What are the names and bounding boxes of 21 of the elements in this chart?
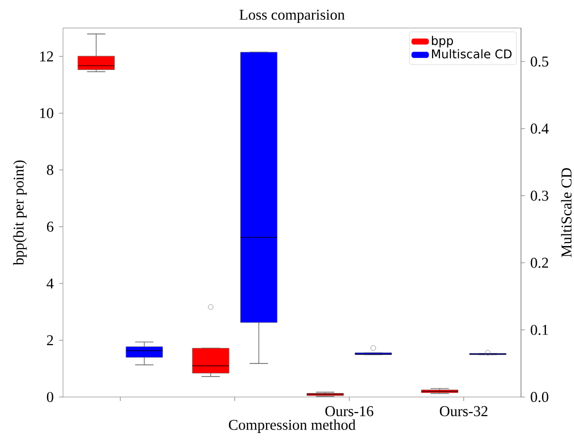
y2-tick-label: 0.0 bbox=[530, 392, 548, 402]
y-tick-label: 4 bbox=[46, 278, 54, 288]
y2-tick-label: 0.2 bbox=[530, 258, 548, 268]
legend-label: Multiscale CD bbox=[432, 49, 512, 58]
y2-tick-label: 0.1 bbox=[530, 324, 548, 335]
y-tick-label: 12 bbox=[40, 51, 53, 62]
y-axis-title: bpp(bit per point) bbox=[13, 160, 27, 266]
x-axis-title: Compression method bbox=[228, 419, 356, 433]
x-tick-label: Ours-16 bbox=[325, 406, 374, 416]
y-tick-label: 2 bbox=[47, 335, 53, 346]
y-tick-label: 0 bbox=[46, 392, 54, 402]
y-tick-label: 6 bbox=[46, 222, 54, 232]
y2-tick-label: 0.4 bbox=[530, 124, 549, 134]
y2-tick-label: 0.5 bbox=[530, 56, 548, 67]
legend-label: bpp bbox=[432, 36, 453, 48]
chart-title: Loss comparision bbox=[240, 10, 345, 23]
y2-tick-label: 0.3 bbox=[530, 190, 548, 201]
y2-axis-title: MultiScale CD bbox=[561, 168, 572, 258]
x-tick-label: Ours-32 bbox=[440, 406, 488, 416]
y-tick-label: 8 bbox=[46, 164, 54, 175]
y-tick-label: 10 bbox=[40, 108, 54, 118]
